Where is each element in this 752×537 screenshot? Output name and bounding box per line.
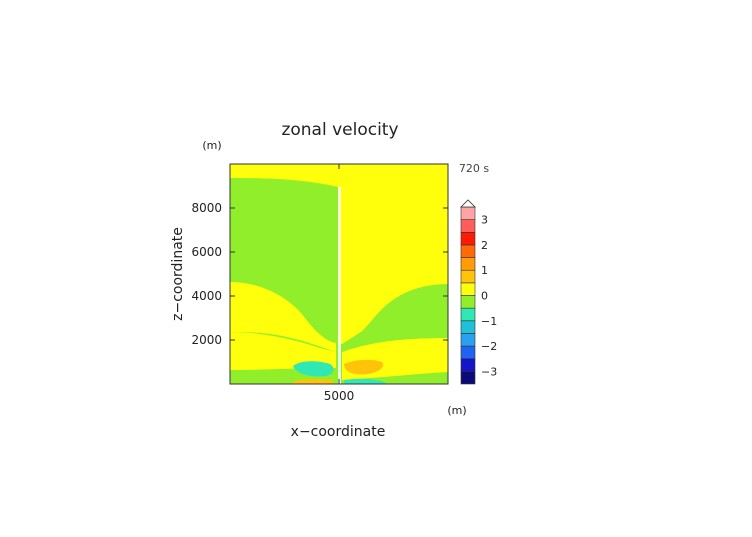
colorbar-swatch <box>460 345 476 360</box>
right-yellow-region <box>342 177 448 344</box>
colorbar-swatch <box>460 269 476 284</box>
left-yellow-lobe <box>230 282 336 352</box>
colorbar-swatch <box>460 320 476 334</box>
x-axis-label: x−coordinate <box>291 424 386 440</box>
orange-bottom-strip <box>292 379 334 384</box>
y-tick-label: 2000 <box>191 333 222 347</box>
cyan-left-blob <box>293 361 334 377</box>
colorbar-tick-label: 2 <box>481 239 488 252</box>
contour-field <box>230 164 448 384</box>
colorbar-over-triangle <box>460 199 476 208</box>
colorbar-swatch <box>460 257 476 271</box>
chart-title: zonal velocity <box>281 120 398 140</box>
x-unit-label: (m) <box>447 404 466 417</box>
colorbar-tick-label: 3 <box>481 214 488 227</box>
colorbar-swatch <box>460 295 476 309</box>
colorbar-swatch <box>460 219 476 233</box>
y-tick-label: 6000 <box>191 245 222 259</box>
colorbar-swatch <box>460 282 476 296</box>
colorbar-tick-label: 1 <box>481 264 488 277</box>
colorbar-swatch <box>460 307 476 322</box>
colorbar-tick-label: −1 <box>481 315 497 328</box>
colorbar-swatch <box>460 358 476 372</box>
y-tick-label: 4000 <box>191 289 222 303</box>
center-line <box>338 187 341 384</box>
colorbar-swatch <box>460 244 476 258</box>
colorbar-tick-label: −3 <box>481 365 497 378</box>
colorbar-group: −3 −2 −1 0 1 2 3 <box>460 199 497 385</box>
colorbar-swatch <box>460 333 476 347</box>
y-unit-label: (m) <box>202 139 221 152</box>
lower-left-yellow-band <box>230 332 336 370</box>
colorbar-swatch <box>460 371 476 385</box>
colorbar-tick-label: 0 <box>481 290 488 303</box>
axes-group: 2000 4000 6000 8000 5000 <box>191 164 448 403</box>
orange-right-blob <box>344 359 384 375</box>
left-green-patch <box>230 178 338 343</box>
top-yellow-region <box>230 164 448 187</box>
y-axis-label: z−coordinate <box>170 227 186 321</box>
y-tick-label: 8000 <box>191 201 222 215</box>
x-tick-label: 5000 <box>324 389 355 403</box>
colorbar-swatch <box>460 206 476 220</box>
lower-right-green-band <box>342 300 448 352</box>
colorbar-tick-label: −2 <box>481 340 497 353</box>
cyan-bottom-strip <box>344 378 386 384</box>
time-label: 720 s <box>459 162 489 175</box>
colorbar-swatch <box>460 231 476 246</box>
